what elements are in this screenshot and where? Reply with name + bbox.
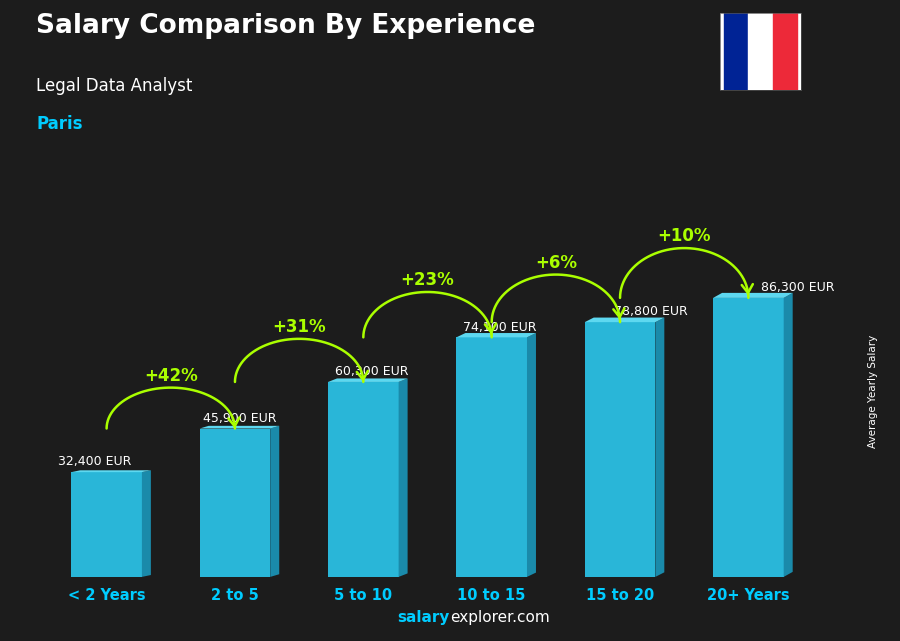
Polygon shape [585,317,664,322]
FancyArrowPatch shape [614,308,625,319]
Polygon shape [585,322,655,577]
Text: 45,900 EUR: 45,900 EUR [202,412,276,425]
Bar [773,13,797,90]
Polygon shape [655,317,664,577]
Text: Average Yearly Salary: Average Yearly Salary [868,335,878,447]
Polygon shape [399,378,408,577]
Polygon shape [270,426,279,577]
Bar [748,13,773,90]
Text: 78,800 EUR: 78,800 EUR [614,305,688,319]
Polygon shape [328,378,408,382]
Text: 86,300 EUR: 86,300 EUR [761,281,834,294]
Text: Salary Comparison By Experience: Salary Comparison By Experience [36,13,536,39]
Text: +42%: +42% [144,367,198,385]
Polygon shape [142,470,151,577]
Text: +31%: +31% [273,318,326,336]
Text: 60,300 EUR: 60,300 EUR [335,365,409,378]
Text: explorer.com: explorer.com [450,610,550,625]
Polygon shape [200,426,279,429]
Polygon shape [713,293,793,298]
Text: 74,100 EUR: 74,100 EUR [464,320,537,333]
FancyArrowPatch shape [485,324,496,335]
FancyArrowPatch shape [356,371,368,380]
Text: +23%: +23% [400,271,454,289]
Polygon shape [200,429,270,577]
Text: +10%: +10% [658,227,711,245]
Bar [724,13,748,90]
Text: Paris: Paris [36,115,83,133]
Polygon shape [456,333,536,337]
Text: 32,400 EUR: 32,400 EUR [58,456,131,469]
Polygon shape [527,333,536,577]
FancyArrowPatch shape [229,417,239,427]
Polygon shape [784,293,793,577]
Polygon shape [456,337,527,577]
Text: salary: salary [398,610,450,625]
Polygon shape [71,472,142,577]
Polygon shape [713,298,784,577]
Text: +6%: +6% [535,254,577,272]
Polygon shape [328,382,399,577]
FancyArrowPatch shape [742,284,752,294]
Text: Legal Data Analyst: Legal Data Analyst [36,77,193,95]
Polygon shape [71,470,151,472]
